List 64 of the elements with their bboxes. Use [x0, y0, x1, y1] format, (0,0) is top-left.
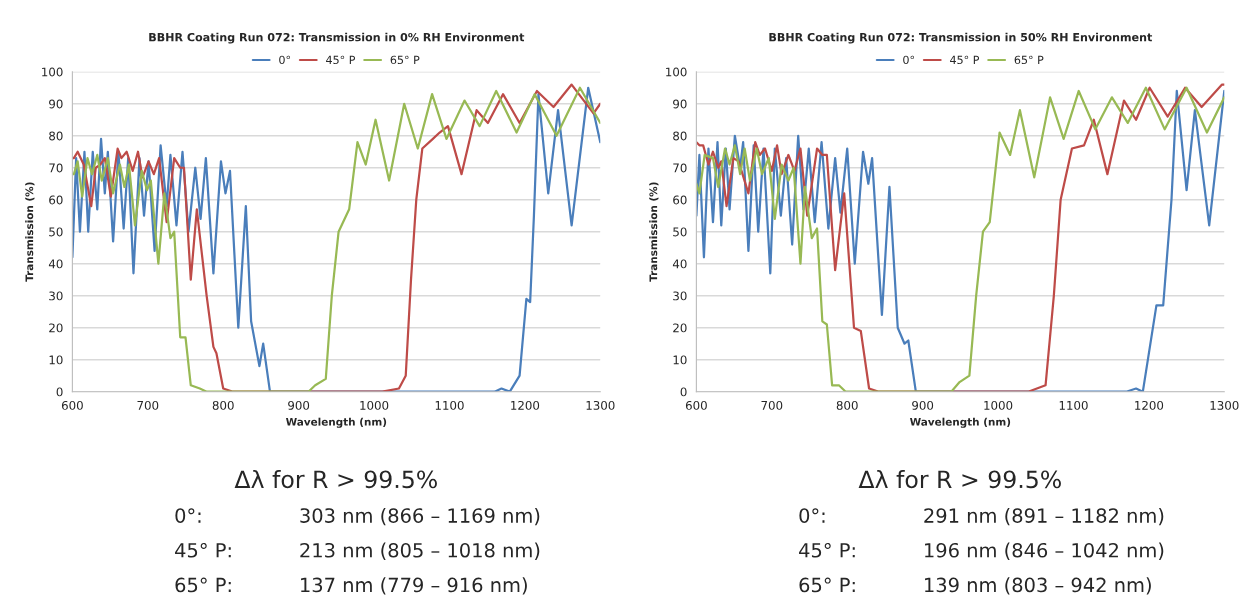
text: Δλ for R > 99.5%	[858, 469, 1061, 489]
y-tick-label: 0	[56, 387, 63, 397]
x-tick-label: 700	[137, 400, 159, 410]
y-tick-label: 80	[673, 131, 687, 141]
y-tick-label: 20	[673, 323, 687, 333]
y-tick-label: 40	[672, 259, 687, 269]
x-tick-label: 1000	[984, 400, 1013, 410]
text: 45° P:	[175, 542, 231, 558]
chart-title: BBHR Coating Run 072: Transmission in 0% RH Environment	[149, 32, 525, 44]
text: 45° P:	[799, 542, 855, 558]
x-axis-title: Wavelength (nm)	[285, 417, 387, 428]
text: 291 nm (891 – 1182 nm)	[924, 507, 1164, 526]
y-tick-label: 50	[49, 227, 63, 237]
text: 303 nm (866 – 1169 nm)	[300, 507, 540, 526]
legend-label: 0°	[279, 55, 290, 65]
x-tick-label: 1100	[435, 400, 464, 410]
x-tick-label: 900	[288, 400, 310, 410]
x-tick-label: 1200	[1135, 400, 1164, 410]
y-tick-label: 100	[666, 67, 687, 77]
x-tick-label: 900	[912, 400, 934, 410]
text: 213 nm (805 – 1018 nm)	[300, 542, 540, 560]
text: 137 nm (779 – 916 nm)	[301, 577, 527, 595]
y-tick-label: 60	[49, 195, 63, 205]
x-tick-label: 1000	[360, 400, 389, 410]
y-tick-label: 10	[49, 355, 63, 365]
x-tick-label: 700	[761, 400, 783, 410]
x-axis-title: Wavelength (nm)	[909, 417, 1011, 428]
x-tick-label: 1200	[511, 400, 540, 410]
text: Δλ for R > 99.5%	[234, 469, 437, 489]
x-tick-label: 1300	[1210, 400, 1239, 410]
y-tick-label: 10	[673, 355, 687, 365]
x-tick-label: 600	[61, 400, 83, 410]
x-tick-label: 600	[685, 400, 707, 410]
text: 0°:	[175, 508, 201, 523]
text: 0°:	[799, 508, 825, 523]
y-axis-title: Transmission (%)	[25, 182, 35, 282]
y-tick-label: 20	[49, 323, 63, 333]
legend-label: 45° P	[326, 55, 356, 65]
y-tick-label: 30	[673, 291, 687, 301]
y-axis-title: Transmission (%)	[649, 182, 659, 282]
y-tick-label: 50	[673, 227, 687, 237]
x-tick-label: 1300	[586, 400, 615, 410]
text: 65° P:	[799, 577, 855, 593]
y-tick-label: 30	[49, 291, 63, 301]
x-tick-label: 1100	[1059, 400, 1088, 410]
legend-label: 65° P	[390, 55, 420, 65]
x-tick-label: 800	[212, 400, 234, 410]
text: 139 nm (803 – 942 nm)	[925, 577, 1151, 595]
y-tick-label: 70	[49, 163, 63, 173]
y-tick-label: 100	[42, 67, 63, 77]
y-tick-label: 80	[49, 131, 63, 141]
chart-title: BBHR Coating Run 072: Transmission in 50% RH Environment	[769, 32, 1153, 44]
y-tick-label: 90	[49, 99, 63, 109]
y-tick-label: 40	[48, 259, 63, 269]
y-tick-label: 90	[673, 99, 687, 109]
y-tick-label: 0	[680, 387, 687, 397]
legend-label: 65° P	[1014, 55, 1044, 65]
legend-label: 0°	[903, 55, 914, 65]
legend-label: 45° P	[950, 55, 980, 65]
text: 196 nm (846 – 1042 nm)	[925, 542, 1164, 560]
y-tick-label: 60	[673, 195, 687, 205]
y-tick-label: 70	[673, 163, 687, 173]
x-tick-label: 800	[836, 400, 858, 410]
text: 65° P:	[175, 577, 231, 593]
